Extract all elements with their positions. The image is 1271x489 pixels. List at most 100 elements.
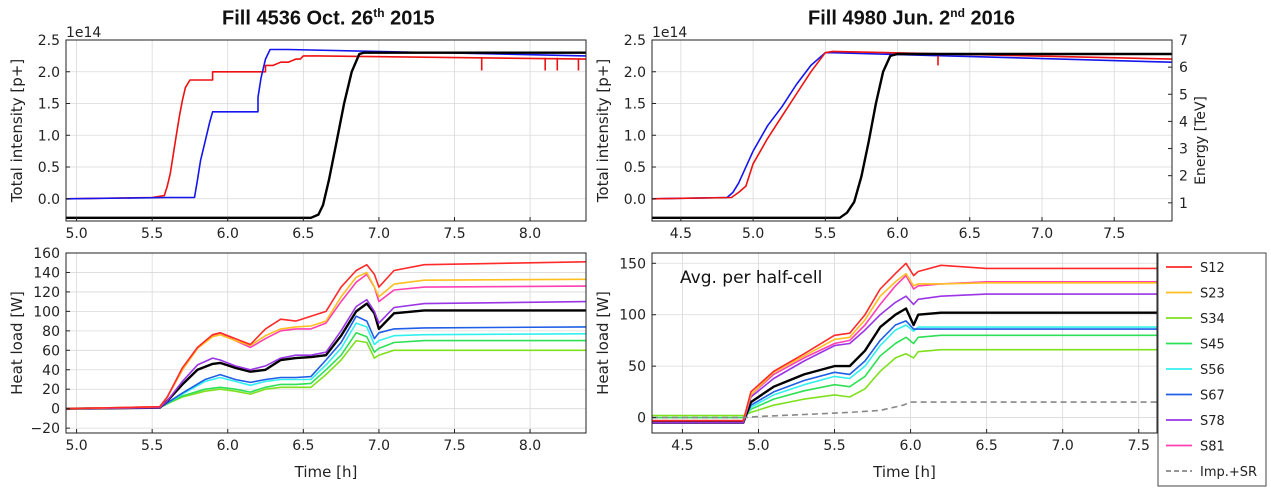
left-heatload-xtick-label: 7.5 <box>443 438 465 454</box>
left-intensity-series-group <box>66 48 586 220</box>
legend-label-s81: S81 <box>1200 440 1225 455</box>
right-heatload-panel: 4.5 5.0 5.5 6.0 6.5 7.0 7.5 0 50 100 150 Heat load … <box>594 252 1158 481</box>
right-heatload-frame <box>651 252 1158 434</box>
right-intensity-frame <box>651 39 1173 222</box>
right-intensity-ytick-label: 1.5 <box>624 97 646 113</box>
right-heatload-xtick-label: 6.0 <box>899 438 921 454</box>
right-intensity-y2tick-label: 5 <box>1179 87 1188 103</box>
left-intensity-panel: 5.0 5.5 6.0 6.5 7.0 7.5 8.0 0.0 0.5 1.0 1.5 2.0 2.5 1… <box>8 25 587 242</box>
title-left-year: 2015 <box>384 7 435 30</box>
left-heatload-ytick-label: 120 <box>33 285 60 301</box>
left-heatload-xtick-label: 7.0 <box>368 438 390 454</box>
legend-label-s45: S45 <box>1200 338 1225 353</box>
right-intensity-ytick-label: 0.5 <box>624 160 646 176</box>
left-heatload-series-s78 <box>66 298 586 410</box>
legend: S12 S23 S34 S45 S56 S67 S78 S81 Imp.+SR <box>1157 252 1267 487</box>
title-right: Fill 4980 Jun. 2nd 2016 <box>808 6 1015 31</box>
left-heatload-xtick-label: 6.0 <box>217 438 239 454</box>
left-intensity-ytick-label: 0.0 <box>38 192 60 208</box>
left-intensity-xtick-label: 7.5 <box>443 226 465 242</box>
left-intensity-xtick-label: 6.0 <box>217 226 239 242</box>
title-left: Fill 4536 Oct. 26th 2015 <box>222 6 435 31</box>
left-heatload-ytick-label: −20 <box>30 421 60 437</box>
left-heatload-ytick-label: 20 <box>42 382 60 398</box>
legend-label-s78: S78 <box>1200 414 1225 429</box>
right-heatload-series-black <box>652 307 1157 424</box>
left-intensity-ytick-label: 2.0 <box>38 65 60 81</box>
title-left-main: Fill 4536 Oct. 26 <box>222 7 374 30</box>
left-heatload-xtick-label: 8.0 <box>519 438 541 454</box>
title-right-sup: nd <box>950 6 965 20</box>
left-heatload-panel: 5.0 5.5 6.0 6.5 7.0 7.5 8.0 −20 0 20 40 60 80 100 120 1… <box>8 246 587 481</box>
right-intensity-offset-text: 1e14 <box>652 25 687 41</box>
left-heatload-frame <box>65 252 587 434</box>
right-intensity-ytick-label: 0.0 <box>624 192 646 208</box>
right-intensity-ytick-label: 1.0 <box>624 128 646 144</box>
left-heatload-series-s23 <box>66 271 586 410</box>
left-intensity-xtick-label: 5.0 <box>65 226 87 242</box>
left-heatload-series-black <box>66 302 586 410</box>
title-right-year: 2016 <box>964 7 1016 30</box>
right-heatload-series-s56 <box>652 324 1157 422</box>
annotation-avg-half-cell: Avg. per half-cell <box>680 268 822 288</box>
right-heatload-ytick-label: 50 <box>628 359 646 375</box>
right-heatload-series-s23 <box>652 272 1157 422</box>
left-intensity-ylabel: Total intensity [p+] <box>8 59 26 203</box>
left-intensity-xtick-label: 7.0 <box>368 226 390 242</box>
right-heatload-series-s45 <box>652 334 1157 419</box>
right-heatload-ytick-label: 100 <box>619 308 646 324</box>
left-intensity-xtick-label: 5.5 <box>141 226 163 242</box>
right-intensity-plot-area <box>652 40 1172 221</box>
right-heatload-ytick-label: 150 <box>619 256 646 272</box>
right-intensity-y2tick-label: 2 <box>1179 169 1188 185</box>
left-intensity-ytick-label: 0.5 <box>38 160 60 176</box>
right-heatload-series-s12 <box>652 262 1157 422</box>
left-intensity-ytick-label: 1.0 <box>38 128 60 144</box>
legend-label-s67: S67 <box>1200 389 1225 404</box>
right-intensity-y2tick-label: 4 <box>1179 114 1188 130</box>
left-heatload-ylabel: Heat load [W] <box>8 291 26 395</box>
right-intensity-y2tick-label: 7 <box>1179 33 1188 49</box>
left-heatload-series-s34 <box>66 339 586 410</box>
right-intensity-y2tick-label: 6 <box>1179 60 1188 76</box>
right-intensity-series-group <box>652 50 1172 220</box>
left-heatload-series-s45 <box>66 331 586 410</box>
left-intensity-series-beam_blue <box>66 48 586 200</box>
left-intensity-xtick-label: 6.5 <box>292 226 314 242</box>
left-heatload-xtick-label: 5.0 <box>65 438 87 454</box>
right-heatload-xtick-label: 7.0 <box>1052 438 1074 454</box>
legend-label-s56: S56 <box>1200 363 1225 378</box>
right-heatload-series-s78 <box>652 293 1157 424</box>
right-intensity-y2tick-label: 1 <box>1179 196 1188 212</box>
right-intensity-panel: 4.5 5.0 5.5 6.0 6.5 7.0 7.5 0.0 0.5 1.0 1.5 2.0 2.5 1… <box>594 25 1209 242</box>
left-intensity-ytick-label: 2.5 <box>38 33 60 49</box>
left-intensity-series-black <box>66 51 586 220</box>
left-heatload-plot-area <box>66 253 586 433</box>
right-intensity-ytick-label: 2.0 <box>624 65 646 81</box>
right-intensity-series-beam_red <box>652 50 1172 200</box>
left-heatload-ytick-label: 160 <box>33 246 60 262</box>
legend-label-imp: Imp.+SR <box>1200 465 1257 480</box>
right-intensity-xtick-label: 6.5 <box>959 226 981 242</box>
right-intensity-xtick-label: 5.0 <box>742 226 764 242</box>
left-heatload-ytick-label: 0 <box>51 402 60 418</box>
left-heatload-series-s67 <box>66 315 586 410</box>
left-heatload-ytick-label: 60 <box>42 343 60 359</box>
left-intensity-frame <box>65 39 587 222</box>
left-heatload-xlabel: Time [h] <box>294 463 358 481</box>
right-heatload-xtick-label: 4.5 <box>671 438 693 454</box>
left-heatload-series-s12 <box>66 261 586 410</box>
left-intensity-series-beam_red <box>66 55 586 200</box>
left-heatload-ytick-label: 80 <box>42 324 60 340</box>
right-heatload-xtick-label: 7.5 <box>1128 438 1150 454</box>
left-heatload-xtick-label: 5.5 <box>141 438 163 454</box>
right-intensity-xtick-label: 5.5 <box>814 226 836 242</box>
right-intensity-xtick-label: 7.5 <box>1103 226 1125 242</box>
left-heatload-ytick-label: 140 <box>33 265 60 281</box>
title-left-sup: th <box>373 6 385 20</box>
right-intensity-y2tick-label: 3 <box>1179 142 1188 158</box>
legend-label-s34: S34 <box>1200 312 1225 327</box>
left-intensity-xtick-label: 8.0 <box>519 226 541 242</box>
right-heatload-series-s67 <box>652 320 1157 424</box>
